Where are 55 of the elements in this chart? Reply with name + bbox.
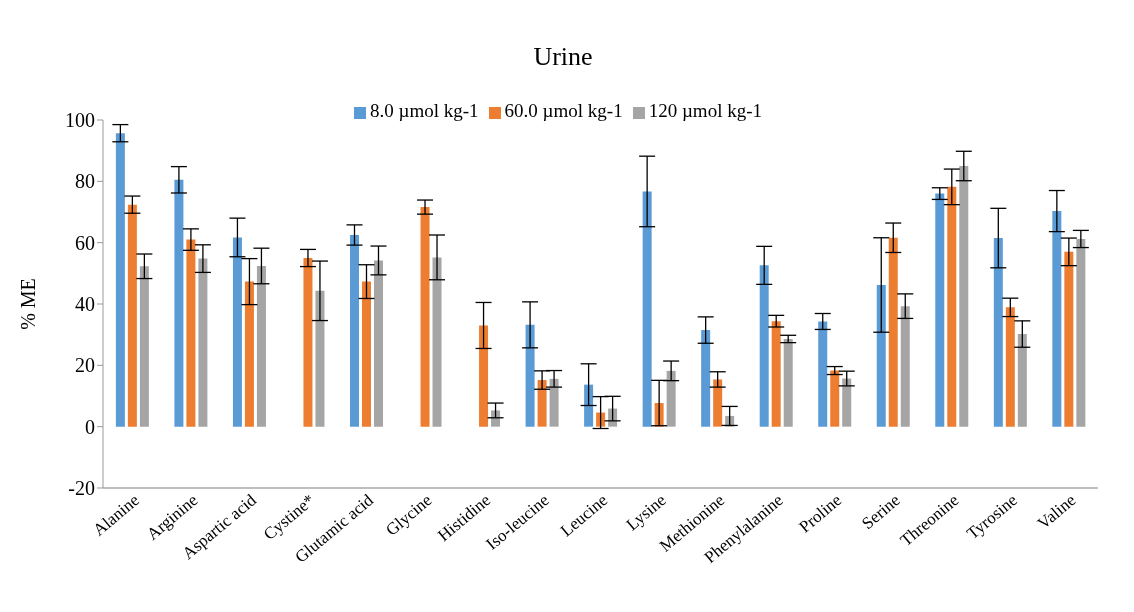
bar [783,338,793,427]
bar [256,265,266,427]
bar [373,260,383,427]
bar [771,321,781,427]
bar [876,284,886,427]
bar [432,257,442,427]
y-tick-label: 40 [75,293,95,316]
bar [959,166,969,427]
bar [900,306,910,427]
bar [315,290,325,427]
bar [525,324,535,427]
bar [420,207,430,427]
legend-label: 8.0 µmol kg-1 [369,100,479,121]
bar [842,378,852,427]
bar [361,281,371,427]
bar [830,370,840,427]
bar [818,321,828,427]
bar [186,239,196,427]
bar [1076,238,1086,427]
bar [1005,307,1015,427]
bar [947,186,957,427]
bar [701,330,711,427]
bar [303,258,313,427]
y-tick-label: 100 [65,109,95,132]
bar [666,370,676,427]
bar [759,265,769,427]
bar [139,266,149,427]
bar [1052,211,1062,427]
bar [549,378,559,427]
bar [993,238,1003,427]
bar [1064,251,1074,427]
chart-title: Urine [532,42,594,72]
bar [349,235,359,427]
bar [198,258,208,427]
bar [584,384,594,427]
bar [537,380,547,427]
y-axis-title: % ME [17,278,40,330]
bar [115,133,125,427]
bar [1017,334,1027,427]
y-tick-label: 20 [75,354,95,377]
bar [935,193,945,427]
bar [888,237,898,427]
y-tick-label: 60 [75,231,95,254]
bar [232,237,242,427]
bar [244,281,254,427]
bar [479,325,489,427]
bar [642,191,652,427]
legend-label: 120 µmol kg-1 [648,100,763,121]
bar [174,179,184,427]
y-tick-label: 80 [75,170,95,193]
legend-label: 60.0 µmol kg-1 [504,100,623,121]
y-tick-label: 0 [85,415,95,438]
bar [127,204,137,427]
y-tick-label: -20 [68,477,95,500]
bar [713,379,723,427]
